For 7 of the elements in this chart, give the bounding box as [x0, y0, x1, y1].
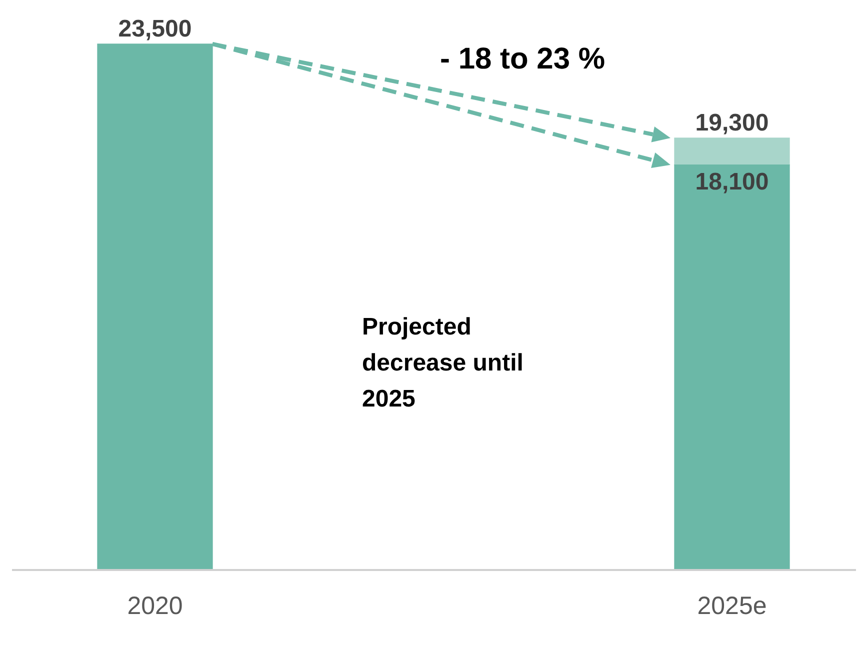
annotation: - 18 to 23 %	[440, 42, 606, 76]
data-label: 18,100	[695, 168, 769, 196]
annotation: Projected decrease until 2025	[362, 314, 524, 413]
total-label: 23,500	[118, 16, 192, 43]
x-tick-label: 2020	[127, 592, 183, 620]
total-label: 19,300	[695, 110, 769, 137]
x-tick-label: 2025e	[697, 592, 767, 620]
